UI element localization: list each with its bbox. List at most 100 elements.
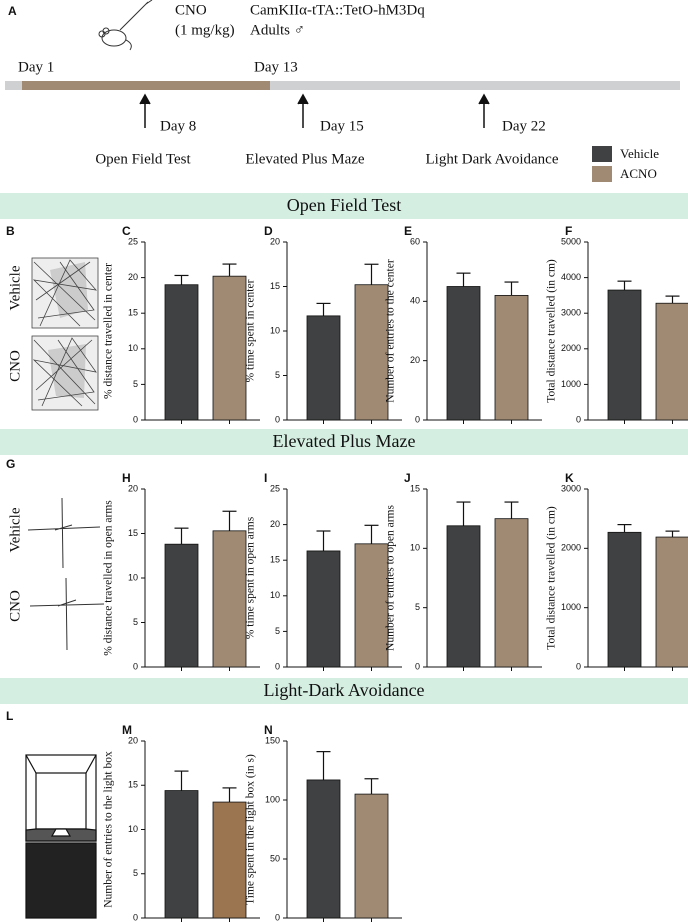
start-day: Day 1	[18, 59, 54, 75]
timeline-bar	[5, 81, 680, 90]
bar	[164, 790, 199, 919]
y-tick-label: 2000	[561, 543, 581, 553]
image-label: CNO	[7, 590, 23, 622]
plus-maze-tracks	[27, 497, 105, 651]
y-tick-label: 15	[128, 780, 138, 790]
y-tick-label: 15	[128, 528, 138, 538]
legend-swatch	[592, 146, 612, 162]
section-banner	[0, 193, 688, 219]
y-tick-label: 60	[410, 236, 420, 246]
bar	[354, 543, 389, 668]
bar	[354, 793, 389, 919]
panel-letter: D	[264, 224, 273, 238]
y-tick-label: 15	[270, 555, 280, 565]
y-tick-label: 20	[270, 519, 280, 529]
section-title: Elevated Plus Maze	[273, 431, 416, 451]
y-axis-label: Number of entries to the center	[385, 259, 397, 403]
y-tick-label: 0	[133, 661, 138, 671]
y-axis-label: % time spent in open arms	[245, 516, 257, 639]
arrows	[139, 93, 490, 128]
y-tick-label: 5	[275, 626, 280, 636]
y-tick-label: 0	[415, 661, 420, 671]
dose-label: (1 mg/kg)	[175, 22, 235, 38]
open-field-tracks	[31, 257, 99, 411]
image-label: Vehicle	[7, 265, 23, 310]
y-tick-label: 10	[128, 343, 138, 353]
y-tick-label: 15	[270, 281, 280, 291]
y-tick-label: 0	[133, 912, 138, 922]
panel-letter: K	[565, 471, 574, 485]
y-tick-label: 10	[410, 543, 420, 553]
panel-letter: G	[6, 457, 15, 471]
y-axis-label: % distance travelled in open arms	[103, 500, 115, 656]
test-day: Day 22	[502, 118, 546, 134]
panel-letter: C	[122, 224, 131, 238]
panel-letter: B	[6, 224, 15, 238]
bar	[306, 315, 341, 421]
y-tick-label: 3000	[561, 483, 581, 493]
y-tick-label: 1000	[561, 602, 581, 612]
bar	[655, 302, 688, 421]
y-tick-label: 5	[133, 868, 138, 878]
bar	[446, 525, 481, 668]
image-label: CNO	[7, 350, 23, 382]
y-axis-label: Time spent in the light box (in s)	[245, 754, 257, 905]
treatment-bar	[22, 81, 270, 90]
bar	[607, 531, 642, 668]
y-tick-label: 0	[275, 661, 280, 671]
y-tick-label: 25	[270, 483, 280, 493]
test-name: Elevated Plus Maze	[245, 151, 364, 167]
y-tick-label: 0	[576, 414, 581, 424]
bar	[655, 536, 688, 668]
y-tick-label: 10	[270, 590, 280, 600]
y-tick-label: 2000	[561, 343, 581, 353]
test-day: Day 15	[320, 118, 364, 134]
y-tick-label: 15	[410, 483, 420, 493]
y-tick-label: 25	[128, 236, 138, 246]
mouse-icon	[98, 0, 153, 51]
y-tick-label: 10	[128, 824, 138, 834]
y-tick-label: 100	[265, 794, 280, 804]
end-day: Day 13	[254, 59, 298, 75]
y-axis-label: % time spent in center	[245, 279, 257, 382]
y-tick-label: 20	[270, 236, 280, 246]
y-tick-label: 5000	[561, 236, 581, 246]
legend-swatch	[592, 166, 612, 182]
y-tick-label: 0	[576, 661, 581, 671]
bar	[306, 779, 341, 919]
genotype-label: CamKIIα-tTA::TetO-hM3Dq	[250, 2, 425, 18]
y-tick-label: 10	[270, 325, 280, 335]
y-tick-label: 15	[128, 308, 138, 318]
y-tick-label: 40	[410, 296, 420, 306]
bar	[212, 801, 247, 919]
y-tick-label: 5	[415, 602, 420, 612]
section-banner	[0, 678, 688, 704]
y-tick-label: 20	[128, 735, 138, 745]
section-title: Light-Dark Avoidance	[263, 680, 424, 700]
test-day: Day 8	[160, 118, 196, 134]
panel-letter: N	[264, 723, 273, 737]
bar	[164, 543, 199, 668]
panel-letter: H	[122, 471, 131, 485]
panel-letter: L	[6, 709, 13, 723]
y-tick-label: 5	[133, 379, 138, 389]
y-tick-label: 50	[270, 853, 280, 863]
drug-label: CNO	[175, 2, 207, 18]
y-axis-label: % distance travelled in center	[103, 263, 115, 399]
bar	[212, 275, 247, 421]
y-tick-label: 20	[128, 483, 138, 493]
panel-letter: I	[264, 471, 267, 485]
panel-letter: A	[8, 4, 17, 18]
y-tick-label: 4000	[561, 272, 581, 282]
y-tick-label: 20	[128, 272, 138, 282]
bar	[306, 550, 341, 668]
y-axis-label: Total distance travelled (in cm)	[546, 259, 558, 403]
y-tick-label: 1000	[561, 379, 581, 389]
panel-letter: M	[122, 723, 132, 737]
y-tick-label: 5	[275, 370, 280, 380]
panel-letter: F	[565, 224, 572, 238]
bar	[164, 284, 199, 421]
bar	[212, 530, 247, 668]
y-tick-label: 20	[410, 355, 420, 365]
